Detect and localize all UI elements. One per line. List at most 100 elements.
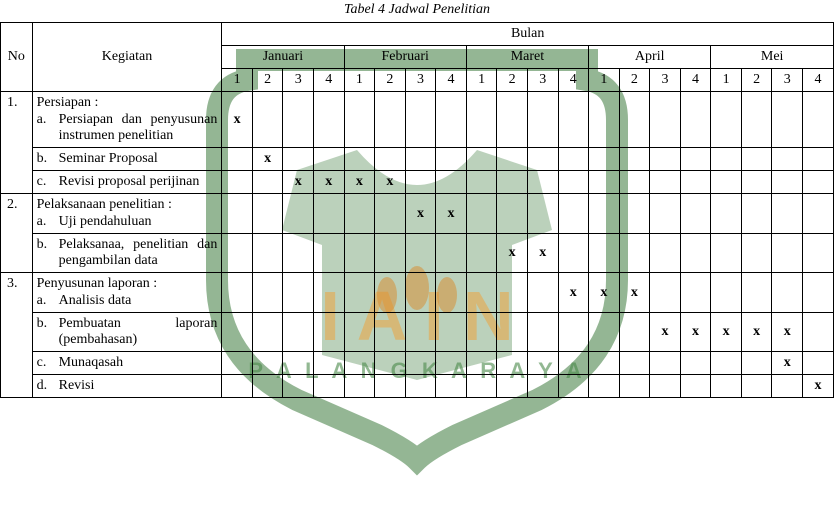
empty-cell xyxy=(619,313,650,352)
empty-cell xyxy=(405,375,436,398)
empty-cell xyxy=(711,352,742,375)
empty-cell xyxy=(283,313,314,352)
empty-cell xyxy=(344,273,375,313)
empty-cell xyxy=(772,234,803,273)
empty-cell xyxy=(497,313,528,352)
empty-cell xyxy=(222,273,253,313)
empty-cell xyxy=(803,92,834,148)
cell-kegiatan: b.Seminar Proposal xyxy=(32,148,222,171)
empty-cell xyxy=(222,194,253,234)
empty-cell xyxy=(527,194,558,234)
empty-cell xyxy=(252,171,283,194)
mark-cell: x xyxy=(375,171,406,194)
kegiatan-sub: b.Seminar Proposal xyxy=(37,151,218,167)
empty-cell xyxy=(772,194,803,234)
table-row: d.Revisix xyxy=(1,375,834,398)
empty-cell xyxy=(283,273,314,313)
empty-cell xyxy=(436,273,467,313)
empty-cell xyxy=(558,148,589,171)
empty-cell xyxy=(711,92,742,148)
empty-cell xyxy=(650,234,681,273)
empty-cell xyxy=(283,194,314,234)
empty-cell xyxy=(527,313,558,352)
header-week: 4 xyxy=(803,69,834,92)
table-row: b.Seminar Proposalx xyxy=(1,148,834,171)
empty-cell xyxy=(772,171,803,194)
empty-cell xyxy=(711,148,742,171)
empty-cell xyxy=(589,375,620,398)
empty-cell xyxy=(650,273,681,313)
empty-cell xyxy=(741,194,772,234)
empty-cell xyxy=(741,171,772,194)
empty-cell xyxy=(711,273,742,313)
empty-cell xyxy=(711,234,742,273)
empty-cell xyxy=(314,148,345,171)
mark-cell: x xyxy=(222,92,253,148)
empty-cell xyxy=(558,313,589,352)
empty-cell xyxy=(772,92,803,148)
header-bulan: Bulan xyxy=(222,23,834,46)
empty-cell xyxy=(803,313,834,352)
empty-cell xyxy=(741,148,772,171)
empty-cell xyxy=(680,194,711,234)
cell-no: 2. xyxy=(1,194,33,273)
empty-cell xyxy=(589,148,620,171)
empty-cell xyxy=(436,148,467,171)
empty-cell xyxy=(589,352,620,375)
empty-cell xyxy=(466,92,497,148)
empty-cell xyxy=(650,171,681,194)
cell-kegiatan: b.Pelaksanaa, penelitian dan pengambilan… xyxy=(32,234,222,273)
empty-cell xyxy=(680,92,711,148)
kegiatan-sub: c.Munaqasah xyxy=(37,355,218,371)
empty-cell xyxy=(711,171,742,194)
empty-cell xyxy=(466,273,497,313)
empty-cell xyxy=(497,171,528,194)
empty-cell xyxy=(344,375,375,398)
empty-cell xyxy=(741,92,772,148)
kegiatan-sub: b.Pelaksanaa, penelitian dan pengambilan… xyxy=(37,237,218,269)
mark-cell: x xyxy=(527,234,558,273)
empty-cell xyxy=(741,234,772,273)
empty-cell xyxy=(497,194,528,234)
empty-cell xyxy=(741,273,772,313)
empty-cell xyxy=(405,234,436,273)
empty-cell xyxy=(466,313,497,352)
empty-cell xyxy=(650,352,681,375)
cell-kegiatan: Persiapan :a.Persiapan dan penyusunan in… xyxy=(32,92,222,148)
empty-cell xyxy=(375,148,406,171)
empty-cell xyxy=(619,234,650,273)
empty-cell xyxy=(619,148,650,171)
kegiatan-sub: a.Uji pendahuluan xyxy=(37,214,218,230)
header-month: Mei xyxy=(711,46,834,69)
table-row: b.Pelaksanaa, penelitian dan pengambilan… xyxy=(1,234,834,273)
empty-cell xyxy=(772,148,803,171)
empty-cell xyxy=(680,273,711,313)
empty-cell xyxy=(803,234,834,273)
empty-cell xyxy=(222,352,253,375)
empty-cell xyxy=(558,194,589,234)
empty-cell xyxy=(589,234,620,273)
empty-cell xyxy=(527,92,558,148)
cell-no: 1. xyxy=(1,92,33,194)
empty-cell xyxy=(589,313,620,352)
empty-cell xyxy=(314,234,345,273)
header-week: 3 xyxy=(405,69,436,92)
empty-cell xyxy=(558,234,589,273)
table-row: 2.Pelaksanaan penelitian :a.Uji pendahul… xyxy=(1,194,834,234)
header-week: 3 xyxy=(527,69,558,92)
empty-cell xyxy=(466,148,497,171)
empty-cell xyxy=(619,92,650,148)
header-kegiatan: Kegiatan xyxy=(32,23,222,92)
empty-cell xyxy=(527,273,558,313)
empty-cell xyxy=(405,148,436,171)
empty-cell xyxy=(466,171,497,194)
table-body: 1.Persiapan :a.Persiapan dan penyusunan … xyxy=(1,92,834,398)
empty-cell xyxy=(650,92,681,148)
mark-cell: x xyxy=(436,194,467,234)
empty-cell xyxy=(283,234,314,273)
kegiatan-sub: b.Pembuatan laporan (pembahasan) xyxy=(37,316,218,348)
mark-cell: x xyxy=(314,171,345,194)
mark-cell: x xyxy=(741,313,772,352)
empty-cell xyxy=(344,92,375,148)
empty-cell xyxy=(436,313,467,352)
